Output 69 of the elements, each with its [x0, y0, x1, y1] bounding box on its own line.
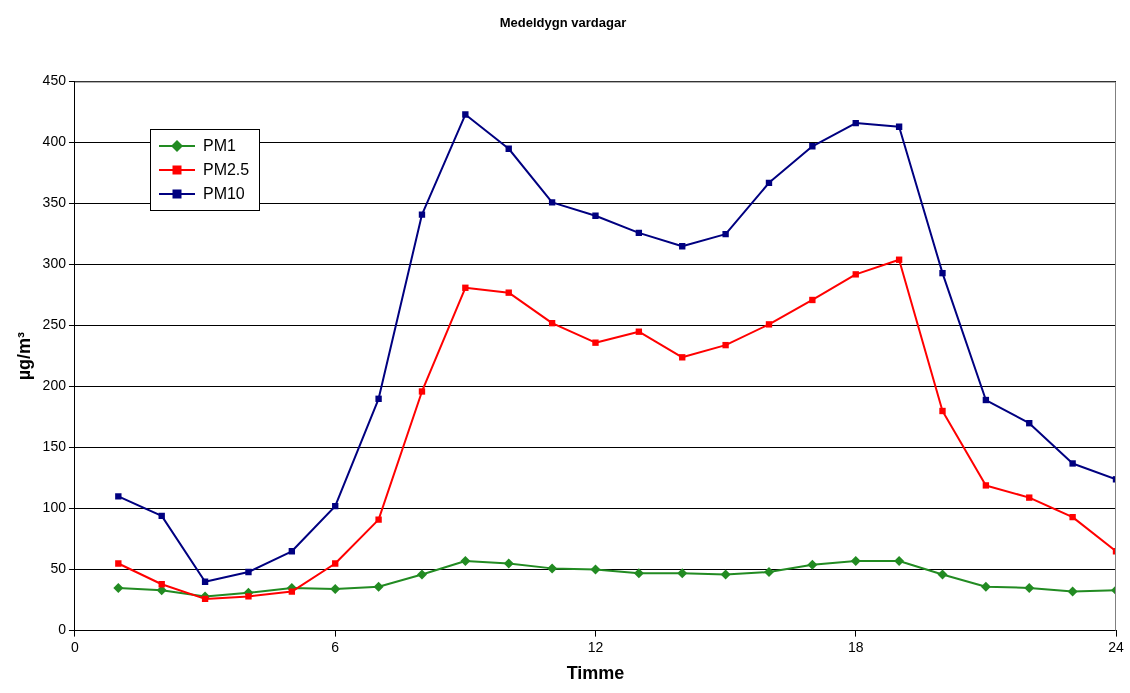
- point: [807, 559, 818, 570]
- legend-label: PM2.5: [202, 160, 250, 179]
- y-tick-label: 0: [58, 621, 67, 638]
- point: [245, 568, 252, 576]
- point: [330, 584, 341, 595]
- point: [765, 321, 773, 328]
- y-tick-label: 150: [42, 438, 67, 455]
- point: [505, 289, 512, 296]
- point: [245, 593, 252, 600]
- x-tick-label: 18: [847, 638, 864, 655]
- point: [980, 581, 991, 592]
- point: [1069, 513, 1076, 521]
- point: [1067, 586, 1078, 597]
- point: [462, 111, 469, 118]
- point: [763, 567, 774, 578]
- y-tick-label: 300: [42, 255, 67, 272]
- point: [939, 269, 946, 277]
- point: [547, 563, 558, 574]
- x-tick-label: 6: [331, 638, 340, 655]
- point: [1026, 494, 1033, 501]
- y-tick-label: 250: [42, 316, 67, 333]
- point: [939, 407, 946, 415]
- point: [548, 199, 556, 206]
- point: [720, 569, 731, 580]
- point: [1024, 582, 1035, 593]
- point: [679, 354, 686, 361]
- point: [418, 211, 426, 218]
- point: [1069, 460, 1076, 467]
- point: [592, 212, 599, 219]
- point: [416, 569, 427, 580]
- point: [288, 588, 296, 595]
- point: [722, 341, 729, 349]
- legend-label: PM10: [202, 184, 245, 203]
- x-tick-label: 12: [587, 638, 604, 655]
- point: [592, 339, 599, 346]
- point: [982, 482, 990, 489]
- y-tick-label: 100: [42, 499, 67, 516]
- y-tick-label: 400: [42, 133, 67, 150]
- y-tick-label: 200: [42, 377, 67, 394]
- x-axis-title: Timme: [566, 663, 625, 684]
- point: [460, 556, 471, 567]
- point: [503, 558, 514, 569]
- legend-label: PM1: [202, 136, 236, 155]
- point: [590, 564, 601, 575]
- chart-title: Medeldygn vardagar: [499, 15, 627, 31]
- point: [332, 560, 339, 567]
- point: [937, 569, 948, 580]
- y-tick-label: 50: [50, 560, 67, 577]
- point: [722, 230, 729, 238]
- point: [115, 560, 122, 567]
- point: [809, 296, 816, 304]
- point: [852, 271, 859, 278]
- point: [113, 582, 124, 593]
- x-tick-label: 24: [1108, 638, 1124, 655]
- point: [375, 516, 382, 523]
- y-tick-label: 350: [42, 194, 67, 211]
- y-tick-label: 450: [42, 72, 67, 89]
- point: [115, 493, 122, 500]
- point: [677, 568, 688, 579]
- point: [418, 388, 426, 395]
- x-tick-label: 0: [71, 638, 80, 655]
- y-axis-title: µg/m³: [13, 331, 34, 381]
- point: [850, 556, 861, 567]
- point: [633, 568, 644, 579]
- point: [894, 556, 905, 567]
- point: [462, 284, 469, 291]
- point: [375, 395, 382, 402]
- point: [373, 581, 384, 592]
- point: [809, 143, 816, 150]
